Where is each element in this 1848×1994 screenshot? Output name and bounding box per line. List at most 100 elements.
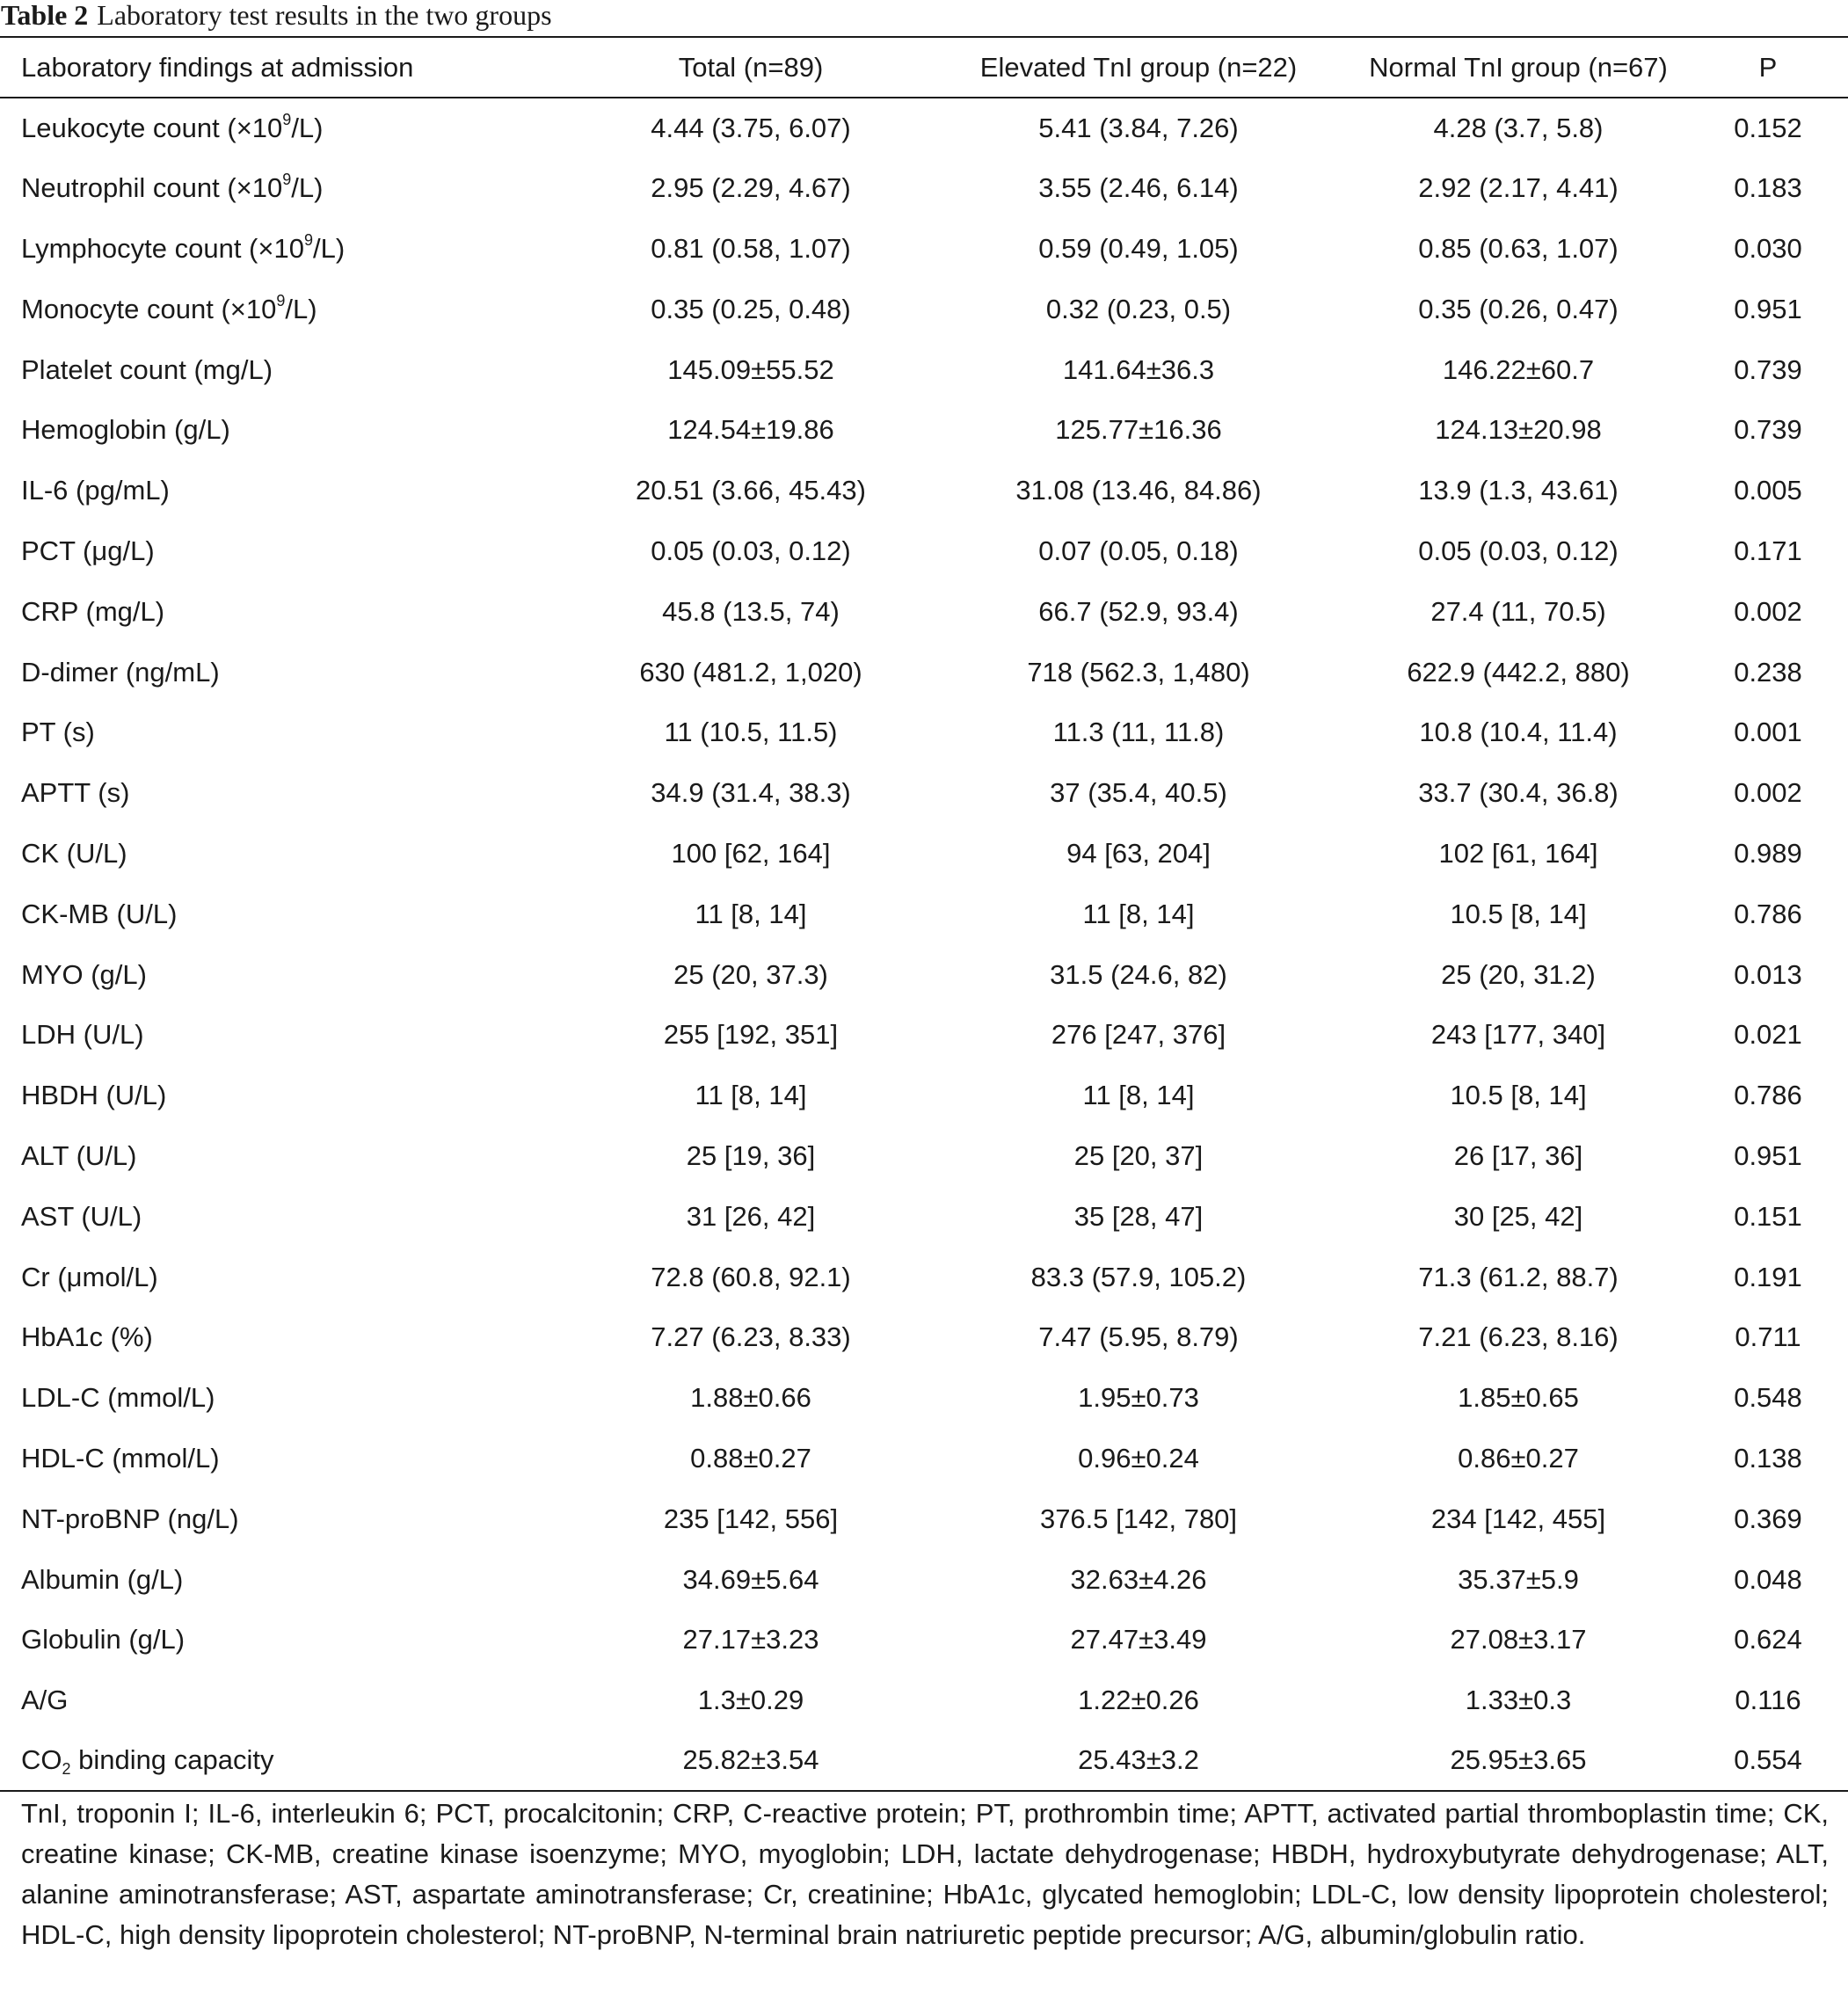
cell-p-value: 0.002 bbox=[1734, 777, 1802, 809]
cell-elevated-tni: 11 [8, 14] bbox=[1082, 1080, 1195, 1111]
table-row: Leukocyte count (×109/L) 4.44 (3.75, 6.07… bbox=[0, 98, 1848, 158]
table-row: Cr (μmol/L) 72.8 (60.8, 92.1) 83.3 (57.9, … bbox=[0, 1247, 1848, 1307]
finding-name: CO bbox=[21, 1744, 62, 1776]
row-finding-label: Hemoglobin (g/L) bbox=[0, 400, 573, 461]
cell-p-value: 0.171 bbox=[1734, 535, 1802, 566]
finding-name: CK (U/L) bbox=[21, 837, 127, 869]
cell-elevated-tni: 37 (35.4, 40.5) bbox=[1050, 777, 1227, 809]
finding-unit: /L) bbox=[312, 232, 346, 264]
cell-p-value: 0.548 bbox=[1734, 1382, 1802, 1414]
cell-total: 0.05 (0.03, 0.12) bbox=[651, 535, 851, 566]
table-row: HbA1c (%) 7.27 (6.23, 8.33) 7.47 (5.95, 8.… bbox=[0, 1307, 1848, 1368]
table-footnote: TnI, troponin I; IL-6, interleukin 6; PC… bbox=[21, 1798, 1829, 1950]
row-finding-label: ALT (U/L) bbox=[0, 1126, 573, 1187]
cell-normal-tni: 33.7 (30.4, 36.8) bbox=[1418, 777, 1619, 809]
row-finding-label: Platelet count (mg/L) bbox=[0, 339, 573, 400]
cell-normal-tni: 0.35 (0.26, 0.47) bbox=[1418, 293, 1619, 324]
cell-elevated-tni: 125.77±16.36 bbox=[1055, 414, 1222, 446]
table-row: PT (s) 11 (10.5, 11.5) 11.3 (11, 11.8) 10.8… bbox=[0, 702, 1848, 763]
cell-elevated-tni: 35 [28, 47] bbox=[1073, 1200, 1204, 1232]
finding-name: HDL-C (mmol/L) bbox=[21, 1442, 220, 1474]
finding-superscript: 9 bbox=[303, 230, 313, 249]
cell-total: 145.09±55.52 bbox=[667, 353, 834, 385]
cell-p-value: 0.005 bbox=[1734, 475, 1802, 506]
cell-total: 124.54±19.86 bbox=[667, 414, 834, 446]
cell-normal-tni: 1.33±0.3 bbox=[1465, 1685, 1572, 1716]
cell-p-value: 0.951 bbox=[1734, 293, 1802, 324]
finding-unit: /L) bbox=[291, 172, 324, 204]
row-finding-label: CK-MB (U/L) bbox=[0, 884, 573, 944]
cell-elevated-tni: 0.07 (0.05, 0.18) bbox=[1038, 535, 1239, 566]
cell-normal-tni: 71.3 (61.2, 88.7) bbox=[1418, 1261, 1619, 1292]
cell-elevated-tni: 0.32 (0.23, 0.5) bbox=[1045, 293, 1232, 324]
cell-elevated-tni: 376.5 [142, 780] bbox=[1039, 1503, 1238, 1534]
cell-p-value: 0.138 bbox=[1734, 1442, 1802, 1474]
cell-p-value: 0.711 bbox=[1735, 1321, 1801, 1353]
cell-elevated-tni: 141.64±36.3 bbox=[1062, 353, 1215, 385]
finding-name: D-dimer (ng/mL) bbox=[21, 656, 220, 688]
cell-p-value: 0.739 bbox=[1734, 414, 1802, 446]
table-row: HDL-C (mmol/L) 0.88±0.27 0.96±0.24 0.86±0.2… bbox=[0, 1429, 1848, 1489]
table-row: ALT (U/L) 25 [19, 36] 25 [20, 37] 26 [17, 3… bbox=[0, 1126, 1848, 1187]
cell-elevated-tni: 66.7 (52.9, 93.4) bbox=[1038, 595, 1239, 627]
table-row: HBDH (U/L) 11 [8, 14] 11 [8, 14] 10.5 [8, 1… bbox=[0, 1066, 1848, 1126]
cell-elevated-tni: 11 [8, 14] bbox=[1082, 898, 1195, 929]
cell-p-value: 0.238 bbox=[1734, 656, 1802, 688]
row-finding-label: CO2 binding capacity bbox=[0, 1730, 573, 1793]
finding-name: PT (s) bbox=[21, 717, 95, 748]
finding-superscript: 9 bbox=[282, 171, 292, 189]
row-finding-label: APTT (s) bbox=[0, 763, 573, 824]
table-row: LDL-C (mmol/L) 1.88±0.66 1.95±0.73 1.85±0.6… bbox=[0, 1368, 1848, 1429]
finding-name: LDL-C (mmol/L) bbox=[21, 1382, 215, 1414]
cell-elevated-tni: 83.3 (57.9, 105.2) bbox=[1030, 1261, 1247, 1292]
table-caption: Table 2 Laboratory test results in the tw… bbox=[1, 0, 552, 35]
finding-name: Monocyte count (×10 bbox=[21, 293, 277, 324]
cell-p-value: 0.116 bbox=[1735, 1685, 1801, 1716]
finding-superscript: 9 bbox=[276, 291, 286, 309]
finding-name: Platelet count (mg/L) bbox=[21, 353, 273, 385]
finding-name: NT-proBNP (ng/L) bbox=[21, 1503, 239, 1534]
cell-total: 2.95 (2.29, 4.67) bbox=[651, 172, 851, 204]
finding-subscript: 2 bbox=[62, 1760, 71, 1779]
cell-p-value: 0.001 bbox=[1734, 717, 1802, 748]
row-finding-label: LDL-C (mmol/L) bbox=[0, 1368, 573, 1429]
cell-normal-tni: 35.37±5.9 bbox=[1458, 1563, 1579, 1595]
cell-p-value: 0.989 bbox=[1734, 837, 1802, 869]
cell-total: 25 [19, 36] bbox=[686, 1139, 816, 1171]
cell-p-value: 0.624 bbox=[1734, 1624, 1802, 1656]
table-row: MYO (g/L) 25 (20, 37.3) 31.5 (24.6, 82) 25 … bbox=[0, 944, 1848, 1005]
finding-name: A/G bbox=[21, 1685, 69, 1716]
cell-total: 11 (10.5, 11.5) bbox=[664, 717, 838, 748]
cell-normal-tni: 10.8 (10.4, 11.4) bbox=[1419, 717, 1618, 748]
cell-normal-tni: 25 (20, 31.2) bbox=[1441, 958, 1596, 990]
cell-elevated-tni: 5.41 (3.84, 7.26) bbox=[1038, 112, 1239, 143]
cell-p-value: 0.021 bbox=[1734, 1019, 1802, 1051]
cell-elevated-tni: 27.47±3.49 bbox=[1070, 1624, 1207, 1656]
table-row: Platelet count (mg/L) 145.09±55.52 141.64±… bbox=[0, 339, 1848, 400]
table-row: LDH (U/L) 255 [192, 351] 276 [247, 376] 243… bbox=[0, 1005, 1848, 1066]
cell-total: 1.3±0.29 bbox=[697, 1685, 804, 1716]
cell-p-value: 0.786 bbox=[1734, 898, 1802, 929]
cell-p-value: 0.554 bbox=[1688, 1730, 1848, 1793]
table-row: A/G 1.3±0.29 1.22±0.26 1.33±0.3 0.116 bbox=[0, 1670, 1848, 1731]
table-row: D-dimer (ng/mL) 630 (481.2, 1,020) 718 (56… bbox=[0, 642, 1848, 702]
cell-normal-tni: 26 [17, 36] bbox=[1453, 1139, 1583, 1171]
header-findings: Laboratory findings at admission bbox=[0, 36, 573, 98]
cell-total: 100 [62, 164] bbox=[671, 837, 831, 869]
table-row: Neutrophil count (×109/L) 2.95 (2.29, 4.6… bbox=[0, 158, 1848, 219]
table-row: AST (U/L) 31 [26, 42] 35 [28, 47] 30 [25, 4… bbox=[0, 1186, 1848, 1247]
finding-name: LDH (U/L) bbox=[21, 1019, 144, 1051]
finding-name: Albumin (g/L) bbox=[21, 1563, 184, 1595]
row-finding-label: Globulin (g/L) bbox=[0, 1610, 573, 1670]
cell-elevated-tni: 3.55 (2.46, 6.14) bbox=[1038, 172, 1239, 204]
cell-elevated-tni: 25.43±3.2 bbox=[928, 1730, 1349, 1793]
row-finding-label: Lymphocyte count (×109/L) bbox=[0, 219, 573, 280]
row-finding-label: Leukocyte count (×109/L) bbox=[0, 98, 573, 158]
cell-elevated-tni: 31.5 (24.6, 82) bbox=[1050, 958, 1227, 990]
row-finding-label: HBDH (U/L) bbox=[0, 1066, 573, 1126]
row-finding-label: Monocyte count (×109/L) bbox=[0, 279, 573, 339]
cell-total: 4.44 (3.75, 6.07) bbox=[651, 112, 851, 143]
cell-elevated-tni: 94 [63, 204] bbox=[1066, 837, 1211, 869]
cell-p-value: 0.152 bbox=[1734, 112, 1802, 143]
